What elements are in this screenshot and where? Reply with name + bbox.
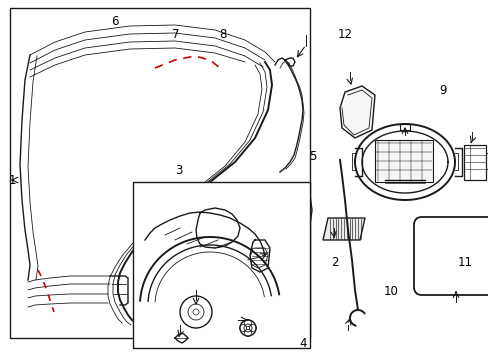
Text: 7: 7	[172, 28, 180, 41]
Text: 8: 8	[218, 28, 226, 41]
Text: 11: 11	[457, 256, 472, 269]
Text: 5: 5	[308, 150, 316, 163]
Polygon shape	[339, 86, 374, 138]
Bar	[374, 140, 432, 182]
Text: 6: 6	[111, 15, 119, 28]
Text: 12: 12	[337, 28, 351, 41]
Text: 9: 9	[438, 84, 446, 96]
FancyBboxPatch shape	[413, 217, 488, 295]
Text: 3: 3	[174, 165, 182, 177]
Text: 10: 10	[383, 285, 398, 298]
Polygon shape	[323, 218, 364, 240]
Bar	[10, 8, 309, 338]
Bar	[133, 182, 309, 348]
Text: 1: 1	[8, 174, 16, 186]
Text: 2: 2	[330, 256, 338, 269]
Bar	[463, 145, 485, 180]
Text: 4: 4	[299, 337, 306, 350]
